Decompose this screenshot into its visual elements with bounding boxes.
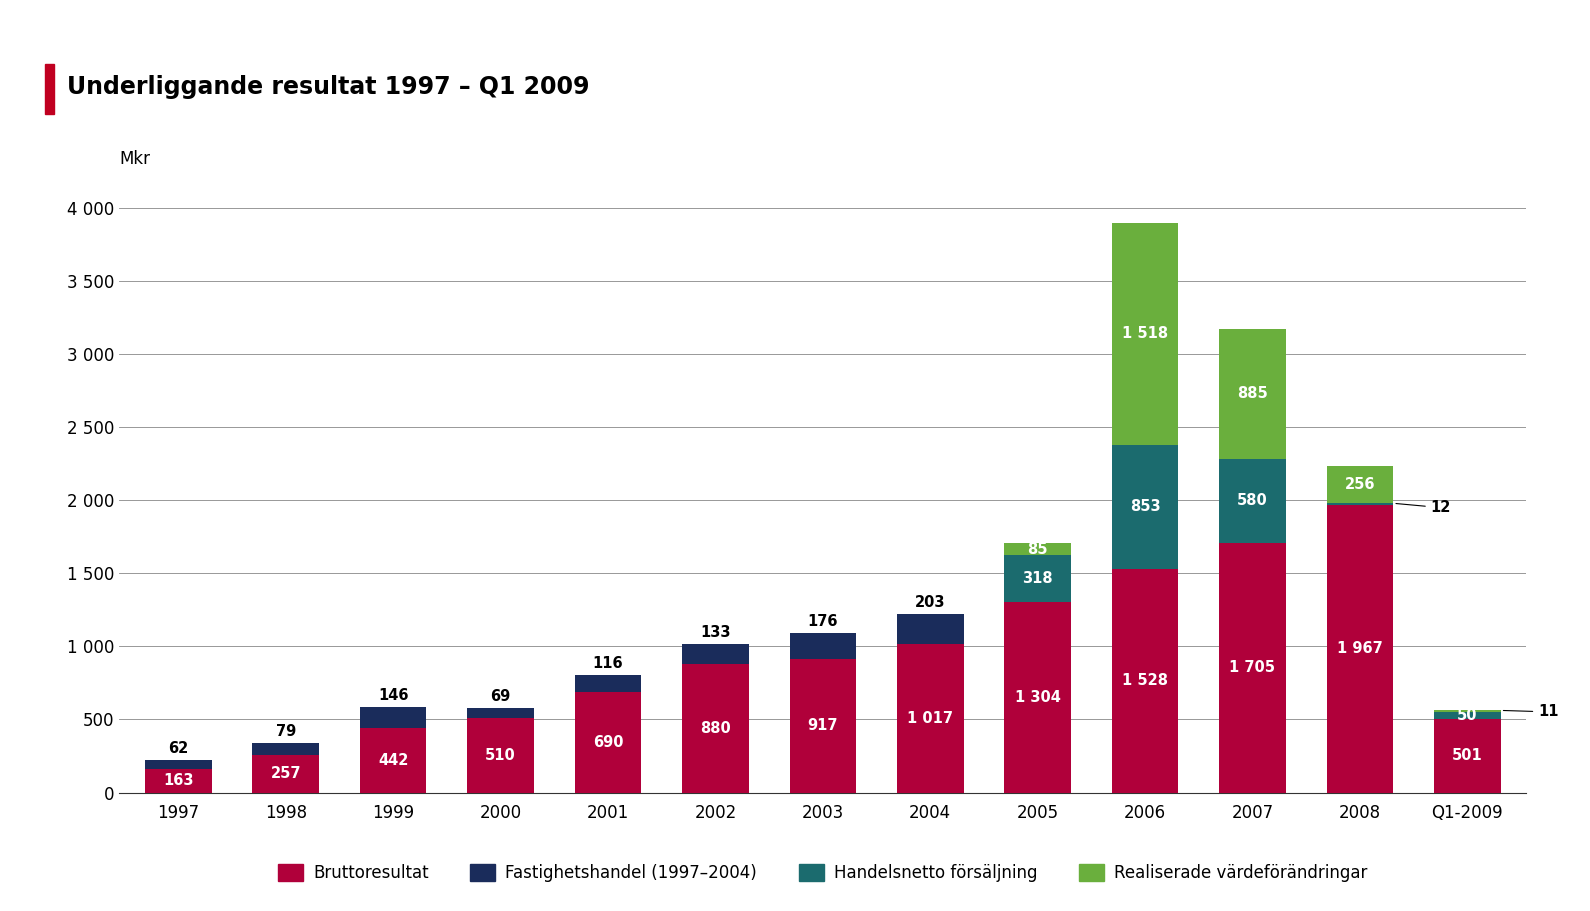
Bar (1220, 543, 1286, 793)
Bar (1005, 543, 1072, 556)
Bar (574, 675, 641, 691)
Text: 885: 885 (1237, 386, 1267, 402)
Text: 203: 203 (914, 595, 946, 610)
Text: 880: 880 (700, 721, 731, 736)
Text: 442: 442 (378, 752, 409, 768)
Text: 62: 62 (169, 741, 189, 755)
Bar (1326, 505, 1393, 793)
Bar (1005, 602, 1072, 793)
Text: 256: 256 (1345, 477, 1375, 492)
Text: 1 528: 1 528 (1123, 673, 1169, 689)
Bar (574, 691, 641, 793)
Text: 176: 176 (808, 614, 838, 629)
Text: 50: 50 (1456, 708, 1477, 723)
Bar (1326, 466, 1393, 503)
Bar (253, 755, 320, 793)
Bar (359, 707, 426, 728)
Bar (790, 633, 855, 659)
Bar (1434, 720, 1501, 793)
Bar (1220, 329, 1286, 458)
Bar (467, 718, 534, 793)
Bar (145, 769, 211, 793)
Text: 690: 690 (593, 734, 623, 750)
Text: 510: 510 (485, 748, 515, 763)
Text: 12: 12 (1396, 500, 1452, 515)
Bar (1220, 458, 1286, 543)
Legend: Bruttoresultat, Fastighetshandel (1997–2004), Handelsnetto försäljning, Realiser: Bruttoresultat, Fastighetshandel (1997–2… (278, 864, 1367, 882)
Text: 501: 501 (1452, 749, 1483, 763)
Bar (1434, 712, 1501, 720)
Bar (1111, 569, 1178, 793)
Text: 11: 11 (1504, 704, 1558, 720)
Text: 85: 85 (1027, 542, 1048, 557)
Text: 163: 163 (164, 773, 194, 788)
Bar (897, 614, 964, 644)
Bar (145, 760, 211, 769)
Text: 257: 257 (270, 766, 301, 782)
Text: 853: 853 (1130, 499, 1161, 515)
Bar (682, 644, 749, 664)
Text: 146: 146 (378, 688, 409, 702)
Bar (1434, 711, 1501, 712)
Text: 1 304: 1 304 (1014, 690, 1061, 705)
Text: 1 017: 1 017 (908, 711, 954, 726)
Bar (1111, 222, 1178, 445)
Bar (790, 659, 855, 793)
Text: 133: 133 (700, 625, 731, 640)
Text: 69: 69 (490, 689, 510, 704)
Bar (1326, 503, 1393, 505)
Bar (467, 708, 534, 718)
Bar (897, 644, 964, 793)
Bar (1111, 445, 1178, 569)
Text: 1 967: 1 967 (1337, 641, 1383, 656)
Text: 116: 116 (593, 656, 623, 670)
Text: 318: 318 (1022, 571, 1053, 586)
Bar (253, 743, 320, 755)
Text: 1 518: 1 518 (1123, 326, 1169, 341)
Text: Underliggande resultat 1997 – Q1 2009: Underliggande resultat 1997 – Q1 2009 (67, 75, 590, 98)
Text: 580: 580 (1237, 494, 1267, 508)
Bar (682, 664, 749, 793)
Bar (359, 728, 426, 793)
Text: 1 705: 1 705 (1229, 660, 1275, 675)
Text: 79: 79 (275, 724, 296, 740)
Text: Mkr: Mkr (119, 150, 149, 169)
Bar (1005, 556, 1072, 602)
Text: 917: 917 (808, 718, 838, 733)
